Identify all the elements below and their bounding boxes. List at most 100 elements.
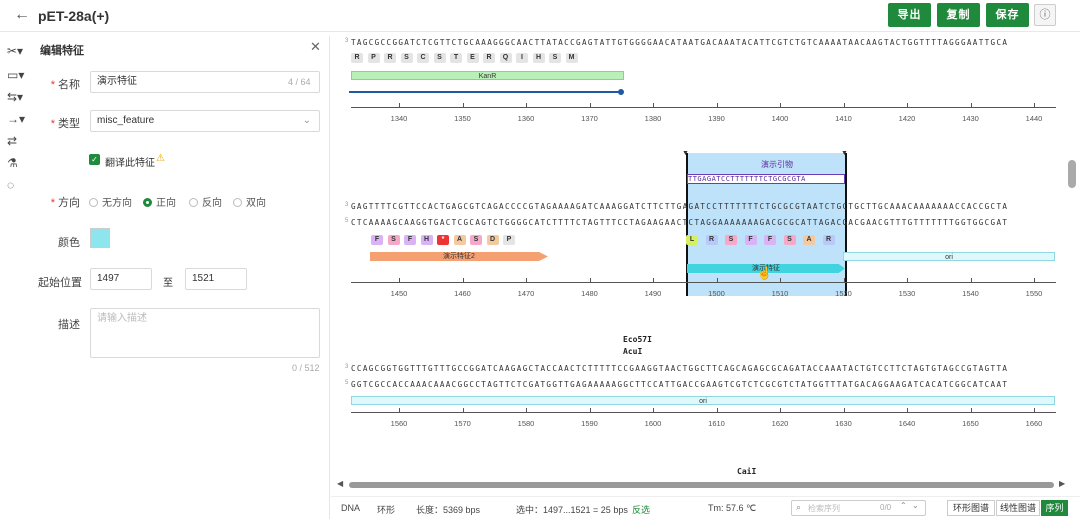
copy-button[interactable]: 复制 bbox=[937, 3, 980, 27]
scroll-left-icon[interactable]: ◀ bbox=[337, 479, 344, 488]
flip-checkbox[interactable]: ✓ bbox=[89, 154, 100, 165]
selection-end-handle[interactable] bbox=[845, 153, 847, 296]
aa-r2l-3: H bbox=[420, 235, 433, 245]
feature-kanr[interactable]: KanR bbox=[351, 71, 624, 80]
search-input[interactable]: ⌕ 检索序列 0/0 ⌃ ⌄ bbox=[791, 500, 926, 516]
type-label: * 类型 bbox=[50, 118, 80, 130]
panel-title: 编辑特征 bbox=[40, 45, 84, 57]
topology: 环形 bbox=[377, 505, 396, 515]
tick-mark bbox=[462, 278, 464, 282]
dir-reverse-radio[interactable]: 反向 bbox=[189, 194, 222, 209]
dir-forward-radio[interactable]: 正向 bbox=[143, 194, 176, 209]
tick-label: 1460 bbox=[454, 289, 471, 298]
page-title: pET-28a(+) bbox=[38, 8, 110, 24]
aa-r2r-2: S bbox=[725, 235, 737, 245]
desc-label: 描述 bbox=[58, 319, 80, 331]
aa-r1-9: Q bbox=[499, 53, 512, 63]
start-input[interactable]: 1497 bbox=[90, 268, 152, 290]
flip-label: 翻译此特征 bbox=[105, 158, 155, 169]
tick-mark bbox=[1034, 408, 1035, 412]
scissors-icon[interactable]: ✂▾ bbox=[7, 44, 24, 58]
tick-label: 1580 bbox=[517, 419, 535, 428]
feature-ori-row3[interactable]: ori bbox=[351, 396, 1055, 405]
aa-r2l-0: F bbox=[371, 235, 383, 245]
search-count: 0/0 bbox=[880, 503, 892, 512]
tick-mark bbox=[653, 103, 654, 107]
save-button[interactable]: 保存 bbox=[986, 3, 1029, 27]
export-button[interactable]: 导出 bbox=[888, 3, 931, 27]
tick-mark bbox=[780, 408, 781, 412]
dir-none-radio[interactable]: 无方向 bbox=[89, 194, 132, 209]
tick-label: 1360 bbox=[517, 114, 535, 123]
tick-label: 1470 bbox=[517, 289, 535, 298]
refresh-icon[interactable]: ◌ bbox=[7, 178, 15, 192]
flask-icon[interactable]: ⚗ bbox=[7, 156, 18, 170]
feature-ori-row2[interactable]: ori bbox=[843, 252, 1055, 261]
enzyme-acui[interactable]: AcuI bbox=[623, 347, 643, 356]
invert-selection-link[interactable]: 反选 bbox=[632, 505, 651, 515]
tick-mark bbox=[399, 278, 400, 282]
enzyme-eco57i[interactable]: Eco57I bbox=[623, 335, 652, 344]
prev-icon[interactable]: ⌃ bbox=[900, 501, 907, 510]
chevron-down-icon: ⌄ bbox=[302, 115, 311, 126]
tab-linear-map[interactable]: 线性图谱 bbox=[996, 500, 1040, 516]
aa-r1-7: E bbox=[466, 53, 479, 63]
tick-mark bbox=[526, 278, 527, 282]
sequence-view[interactable]: 3 TAGCGCCGGATCTCGTTCTGCAAAGGGCAACTTATACC… bbox=[331, 33, 1066, 479]
scroll-right-icon[interactable]: ▶ bbox=[1059, 479, 1066, 488]
scrollbar-thumb[interactable] bbox=[349, 482, 1054, 488]
end-input[interactable]: 1521 bbox=[185, 268, 247, 290]
dir-both-radio[interactable]: 双向 bbox=[233, 194, 266, 209]
name-input[interactable]: 演示特征 bbox=[90, 71, 320, 93]
strand-marker: 3 bbox=[345, 38, 349, 44]
tick-label: 1660 bbox=[1025, 419, 1043, 428]
arrow-right-icon[interactable]: →▾ bbox=[7, 112, 26, 126]
tick-mark bbox=[780, 103, 781, 107]
next-icon[interactable]: ⌄ bbox=[912, 501, 919, 510]
strand-marker: 3 bbox=[345, 202, 349, 208]
color-label: 颜色 bbox=[58, 237, 80, 249]
tick-label: 1570 bbox=[454, 419, 471, 428]
desc-char-count: 0 / 512 bbox=[292, 363, 320, 373]
to-label: 至 bbox=[163, 278, 173, 289]
aa-r2r-7: R bbox=[822, 235, 835, 245]
tick-mark bbox=[716, 408, 718, 412]
tick-label: 1530 bbox=[898, 289, 916, 298]
tick-mark bbox=[843, 408, 845, 412]
aa-r1-4: C bbox=[417, 53, 429, 63]
tick-mark bbox=[1034, 103, 1035, 107]
feature-demo2[interactable]: 演示特征2 bbox=[370, 252, 548, 261]
aa-r2r-5: S bbox=[783, 235, 796, 245]
tick-label: 1400 bbox=[771, 114, 789, 123]
seq-row3-top: CCAGCGGTGGTTTGTTTGCCGGATCAAGAGCTACCAACTC… bbox=[351, 364, 1009, 373]
aa-r2l-7: D bbox=[486, 235, 499, 245]
vertical-scrollbar[interactable] bbox=[1068, 160, 1076, 188]
swap-icon[interactable]: ⇆▾ bbox=[7, 90, 24, 104]
tick-label: 1370 bbox=[581, 114, 598, 123]
aa-r1-5: S bbox=[433, 53, 446, 63]
aa-r1-2: R bbox=[384, 53, 396, 63]
type-select[interactable]: misc_feature ⌄ bbox=[90, 110, 320, 132]
tick-mark bbox=[907, 278, 908, 282]
desc-textarea[interactable]: 请输入描述 bbox=[90, 308, 320, 358]
back-arrow-icon[interactable]: ← bbox=[14, 6, 30, 23]
color-swatch[interactable] bbox=[90, 228, 110, 248]
info-icon[interactable]: ⓘ bbox=[1034, 4, 1056, 26]
tab-sequence[interactable]: 序列 bbox=[1041, 500, 1068, 516]
selection-start-handle[interactable] bbox=[686, 153, 688, 296]
tick-label: 1560 bbox=[390, 419, 408, 428]
primer-sequence[interactable]: TTGAGATCCTTTTTTTCTGCGCGTA bbox=[687, 174, 845, 184]
loop-icon[interactable]: ⇄ bbox=[7, 134, 18, 148]
aa-r2r-0: L bbox=[686, 235, 698, 245]
tab-circular-map[interactable]: 环形图谱 bbox=[947, 500, 995, 516]
axis-row1 bbox=[351, 107, 1056, 108]
feature-tag-icon[interactable]: ▭▾ bbox=[7, 68, 25, 82]
horizontal-scrollbar[interactable]: ◀ ▶ bbox=[337, 479, 1067, 490]
feature-demo[interactable]: 演示特征 bbox=[687, 264, 845, 273]
enzyme-caii[interactable]: CaiI bbox=[737, 467, 757, 476]
left-toolbar: ✂▾ ▭▾ ⇆▾ →▾ ⇄ ⚗ ◌ bbox=[0, 36, 30, 206]
tick-mark bbox=[399, 408, 400, 412]
primer-label[interactable]: 演示引物 bbox=[761, 160, 793, 169]
close-icon[interactable]: ✕ bbox=[310, 39, 321, 54]
seq-row2-bottom: CTCAAAAGCAAGGTGACTCGCAGTCTGGGGCATCTTTTCT… bbox=[351, 218, 1009, 227]
